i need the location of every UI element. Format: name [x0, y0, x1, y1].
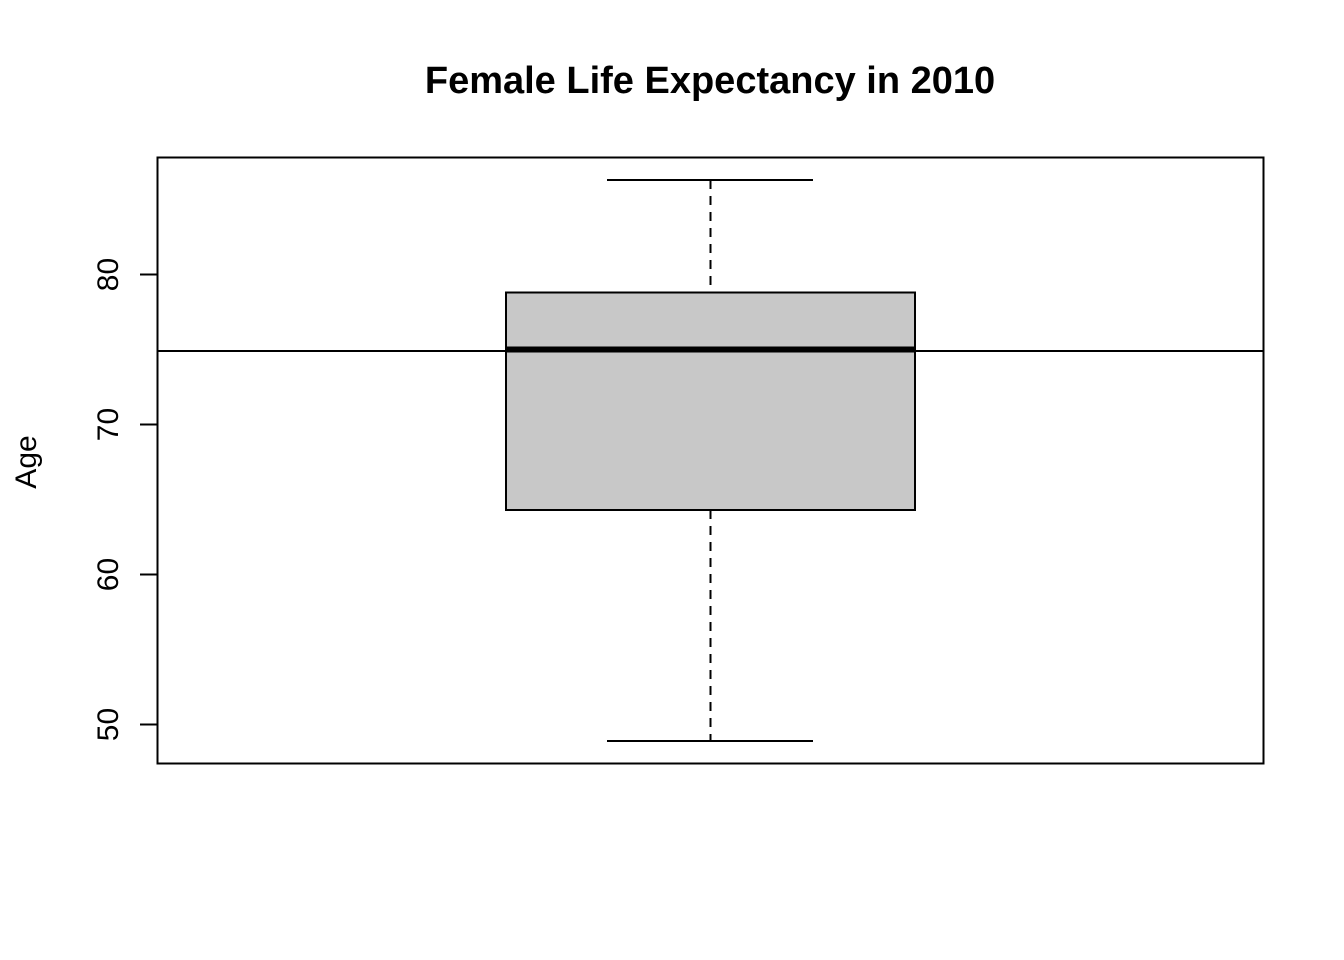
- y-axis: 50 60 70 80: [92, 258, 159, 741]
- y-tick-label-70: 70: [92, 408, 125, 441]
- y-tick-label-60: 60: [92, 558, 125, 591]
- interquartile-box: [505, 291, 916, 511]
- plot-elements: [157, 179, 1264, 742]
- y-tick-label-50: 50: [92, 708, 125, 741]
- y-tick-label-80: 80: [92, 258, 125, 291]
- chart-title: Female Life Expectancy in 2010: [425, 60, 995, 102]
- y-axis-label: Age: [10, 435, 43, 488]
